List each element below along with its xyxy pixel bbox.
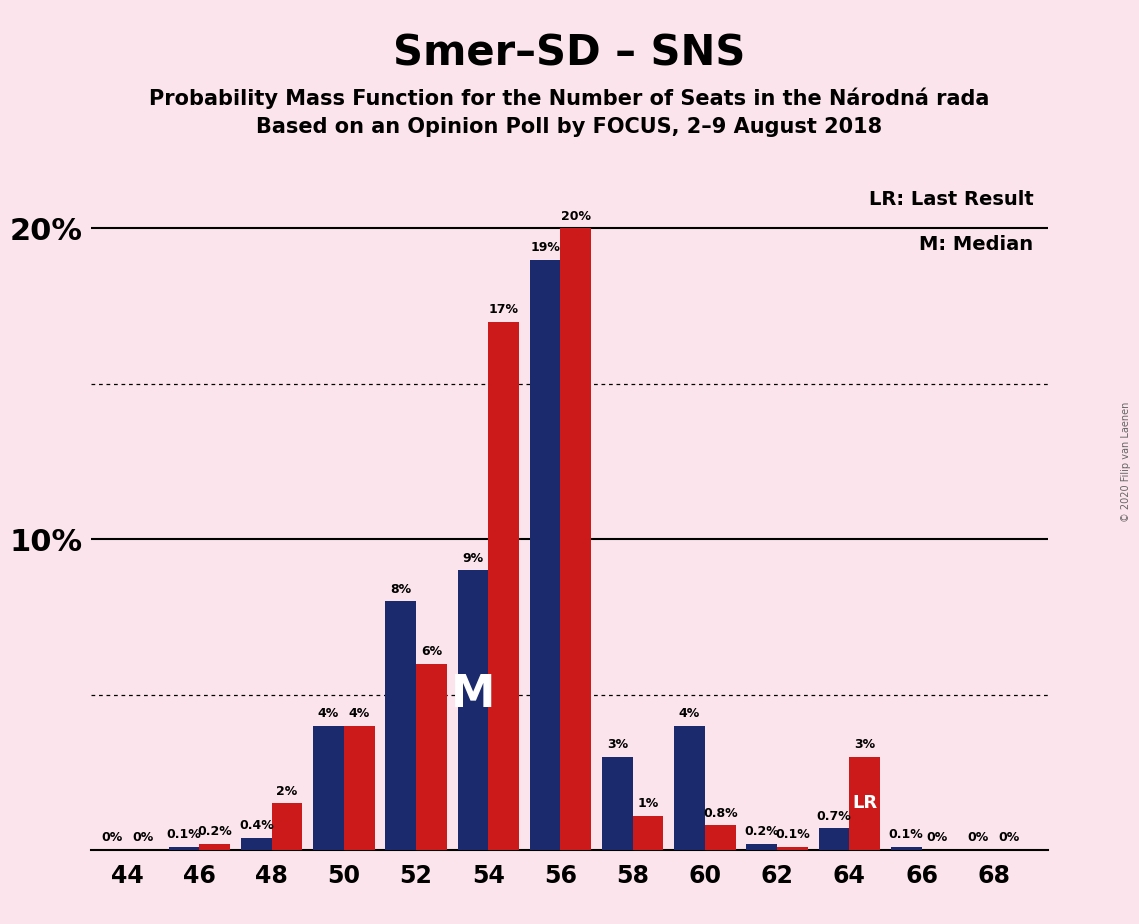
Bar [777, 847, 808, 850]
Text: 17%: 17% [489, 303, 518, 316]
Bar [850, 757, 880, 850]
Text: LR: Last Result: LR: Last Result [869, 190, 1033, 209]
Text: 1%: 1% [638, 797, 658, 810]
Bar [530, 260, 560, 850]
Text: 19%: 19% [530, 241, 560, 254]
Text: 0%: 0% [968, 832, 989, 845]
Text: 0%: 0% [999, 832, 1019, 845]
Text: Smer–SD – SNS: Smer–SD – SNS [393, 32, 746, 74]
Bar [746, 844, 777, 850]
Text: 0.8%: 0.8% [703, 807, 738, 820]
Text: 0%: 0% [132, 832, 153, 845]
Bar [416, 663, 446, 850]
Text: M: Median: M: Median [919, 235, 1033, 254]
Text: 0.2%: 0.2% [745, 825, 779, 838]
Text: 2%: 2% [277, 784, 297, 797]
Bar [199, 844, 230, 850]
Text: 0%: 0% [101, 832, 123, 845]
Text: 0.1%: 0.1% [166, 829, 202, 842]
Text: 0.1%: 0.1% [888, 829, 924, 842]
Text: 9%: 9% [462, 552, 483, 565]
Bar [819, 828, 850, 850]
Bar [344, 725, 375, 850]
Bar [458, 570, 489, 850]
Text: 4%: 4% [318, 707, 339, 720]
Text: 3%: 3% [854, 738, 875, 751]
Text: Based on an Opinion Poll by FOCUS, 2–9 August 2018: Based on an Opinion Poll by FOCUS, 2–9 A… [256, 117, 883, 138]
Text: 0.2%: 0.2% [197, 825, 232, 838]
Text: LR: LR [852, 795, 877, 812]
Text: M: M [451, 674, 495, 716]
Text: 8%: 8% [391, 583, 411, 596]
Bar [891, 847, 921, 850]
Bar [674, 725, 705, 850]
Text: 0.1%: 0.1% [775, 829, 810, 842]
Text: 4%: 4% [349, 707, 370, 720]
Text: 20%: 20% [560, 210, 591, 223]
Bar [271, 804, 302, 850]
Bar [313, 725, 344, 850]
Bar [241, 838, 271, 850]
Bar [560, 228, 591, 850]
Bar [169, 847, 199, 850]
Text: 0%: 0% [926, 832, 948, 845]
Bar [385, 602, 416, 850]
Text: 0.7%: 0.7% [817, 809, 851, 822]
Bar [632, 816, 663, 850]
Bar [489, 322, 519, 850]
Text: 0.4%: 0.4% [239, 819, 273, 832]
Text: Probability Mass Function for the Number of Seats in the Národná rada: Probability Mass Function for the Number… [149, 88, 990, 109]
Text: 6%: 6% [420, 645, 442, 658]
Bar [603, 757, 632, 850]
Text: © 2020 Filip van Laenen: © 2020 Filip van Laenen [1121, 402, 1131, 522]
Text: 4%: 4% [679, 707, 700, 720]
Text: 3%: 3% [607, 738, 628, 751]
Bar [705, 825, 736, 850]
